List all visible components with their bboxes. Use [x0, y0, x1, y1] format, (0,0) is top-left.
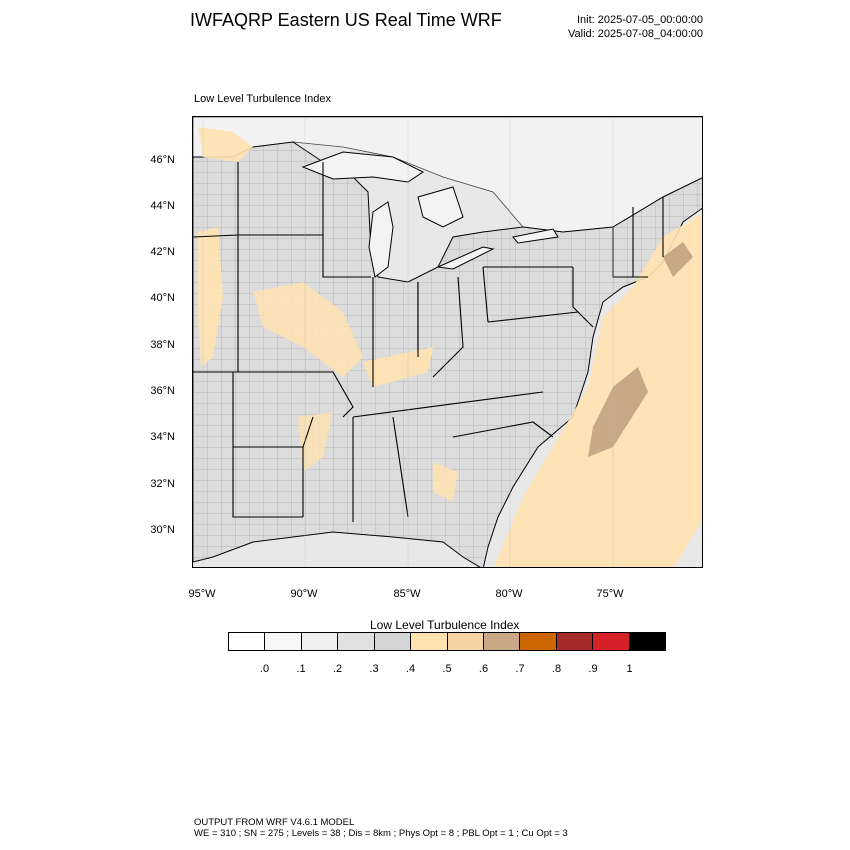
lat-label-38: 38°N [150, 339, 175, 351]
state-borders [193, 162, 664, 522]
lake-erie [436, 246, 495, 270]
colorbar-swatch [447, 633, 484, 650]
colorbar-tick-label: .8 [551, 663, 562, 675]
colorbar-title: Low Level Turbulence Index [370, 618, 520, 632]
colorbar-swatch [411, 633, 448, 650]
colorbar-swatch [301, 633, 339, 650]
colorbar-swatch [629, 633, 666, 650]
colorbar-swatch [520, 633, 557, 650]
turbulence-offshore-05 [493, 213, 702, 567]
lat-label-42: 42°N [150, 246, 175, 258]
lake-huron [417, 186, 464, 228]
lat-label-32: 32°N [150, 478, 175, 490]
lat-label-36: 36°N [150, 385, 175, 397]
colorbar-tick-label: .0 [259, 663, 270, 675]
colorbar-swatch [265, 633, 302, 650]
lat-label-40: 40°N [150, 292, 175, 304]
lake-ontario [512, 228, 559, 244]
lat-label-46: 46°N [150, 154, 175, 166]
turbulence-coast-07 [663, 242, 693, 277]
colorbar-tick-label: .9 [588, 663, 598, 675]
turbulence-lower-miss [298, 412, 333, 472]
lat-label-30: 30°N [150, 524, 175, 536]
lon-label-95: 95°W [188, 588, 216, 600]
init-time: Init: 2025-07-05_00:00:00 [577, 14, 703, 26]
model-footer: OUTPUT FROM WRF V4.6.1 MODEL WE = 310 ; … [194, 817, 568, 839]
turbulence-west-edge [198, 227, 223, 367]
county-boundaries [193, 142, 702, 567]
footer-config-line: WE = 310 ; SN = 275 ; Levels = 38 ; Dis … [194, 828, 568, 839]
lon-label-75: 75°W [596, 588, 624, 600]
turbulence-north-plains [198, 127, 253, 162]
lon-label-85: 85°W [393, 588, 421, 600]
lake-michigan [368, 201, 394, 278]
colorbar-tick-label: .5 [442, 663, 452, 675]
lake-superior [301, 151, 424, 183]
field-label: Low Level Turbulence Index [194, 93, 331, 105]
colorbar-tick-label: .7 [515, 663, 525, 675]
lon-label-80: 80°W [495, 588, 523, 600]
footer-model-line: OUTPUT FROM WRF V4.6.1 MODEL [194, 817, 355, 828]
run-time-info: Init: 2025-07-05_00:00:00 Valid: 2025-07… [568, 13, 703, 41]
turbulence-kentucky [363, 347, 433, 387]
colorbar-tick-label: .6 [478, 663, 489, 675]
plot-title: IWFAQRP Eastern US Real Time WRF [190, 10, 502, 30]
lat-label-34: 34°N [150, 431, 175, 443]
colorbar-tick-label: .3 [369, 663, 379, 675]
graticule [202, 117, 614, 567]
map-graphic [193, 117, 702, 567]
turbulence-map [192, 116, 703, 568]
colorbar-swatch [338, 633, 375, 650]
valid-time: Valid: 2025-07-08_04:00:00 [568, 28, 703, 40]
turbulence-georgia [433, 462, 458, 502]
colorbar-tick-label: .4 [405, 663, 416, 675]
colorbar-tick-label: .2 [332, 663, 343, 675]
lat-label-44: 44°N [150, 200, 175, 212]
colorbar-swatch [556, 633, 594, 650]
colorbar-tick-label: .1 [296, 663, 306, 675]
lon-label-90: 90°W [290, 588, 318, 600]
colorbar-swatch [229, 633, 266, 650]
colorbar [228, 632, 666, 651]
colorbar-swatch [374, 633, 412, 650]
turbulence-midwest [253, 282, 363, 377]
turbulence-offshore-07 [588, 367, 648, 457]
colorbar-tick-label: 1 [626, 663, 633, 675]
colorbar-swatch [483, 633, 521, 650]
colorbar-swatch [593, 633, 630, 650]
